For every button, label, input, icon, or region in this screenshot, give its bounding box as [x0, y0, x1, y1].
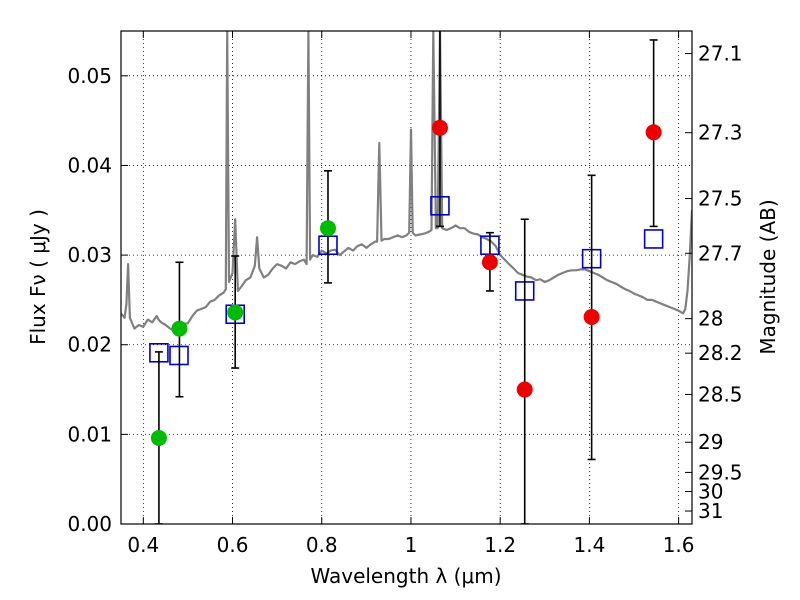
x-tick-label: 0.8 [306, 533, 338, 557]
right-tick-label: 29.5 [698, 460, 743, 484]
data-point [645, 124, 662, 141]
x-axis-title: Wavelength λ (μm) [310, 564, 501, 588]
right-tick-label: 27.7 [698, 241, 743, 265]
right-tick-label: 27.5 [698, 187, 743, 211]
data-point [481, 254, 498, 271]
plot-area [121, 31, 692, 524]
right-axis-title: Magnitude (AB) [756, 199, 780, 354]
data-point [516, 381, 533, 398]
right-tick-label: 28.5 [698, 382, 743, 406]
x-tick-label: 1.4 [573, 533, 605, 557]
y-tick-label: 0.04 [67, 153, 112, 177]
y-tick-label: 0.03 [67, 243, 112, 267]
x-tick-label: 1 [405, 533, 418, 557]
plot-frame [120, 30, 693, 525]
right-tick-label: 31 [698, 499, 723, 523]
right-tick-label: 28 [698, 307, 723, 331]
y-tick-label: 0.01 [67, 422, 112, 446]
y-tick-label: 0.00 [67, 512, 112, 536]
data-point [227, 304, 244, 321]
y-tick-label: 0.02 [67, 333, 112, 357]
data-point [431, 119, 448, 136]
data-point [319, 220, 336, 237]
right-tick-label: 28.2 [698, 341, 743, 365]
x-tick-label: 0.6 [217, 533, 249, 557]
data-point [150, 429, 167, 446]
right-tick-label: 27.3 [698, 121, 743, 145]
right-tick-label: 27.1 [698, 42, 743, 66]
right-tick-label: 29 [698, 430, 723, 454]
x-tick-label: 0.4 [127, 533, 159, 557]
y-tick-label: 0.05 [67, 64, 112, 88]
x-tick-label: 1.6 [663, 533, 695, 557]
x-tick-label: 1.2 [484, 533, 516, 557]
right-tick-label: 30 [698, 479, 723, 503]
axis-ticks: 0.4 0.6 0.8 1 1.2 1.4 1.6 0.00 0.01 0.02 0.03 0.04 0… [67, 31, 743, 557]
data-point [171, 320, 188, 337]
data-point [583, 308, 600, 325]
y-axis-title: Flux Fν ( μJy ) [26, 209, 50, 345]
model-square-marker [643, 229, 664, 249]
